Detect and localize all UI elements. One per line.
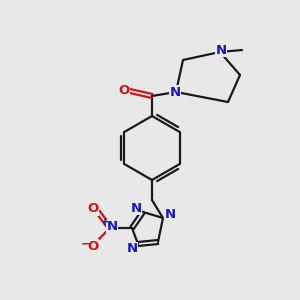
Text: O: O (87, 239, 99, 253)
Text: N: N (169, 85, 181, 98)
Text: O: O (118, 83, 130, 97)
Text: −: − (81, 238, 91, 250)
Text: N: N (126, 242, 138, 256)
Text: N: N (215, 44, 226, 56)
Text: N: N (106, 220, 118, 233)
Text: O: O (87, 202, 99, 215)
Text: +: + (101, 217, 109, 227)
Text: N: N (164, 208, 175, 221)
Text: N: N (130, 202, 142, 214)
